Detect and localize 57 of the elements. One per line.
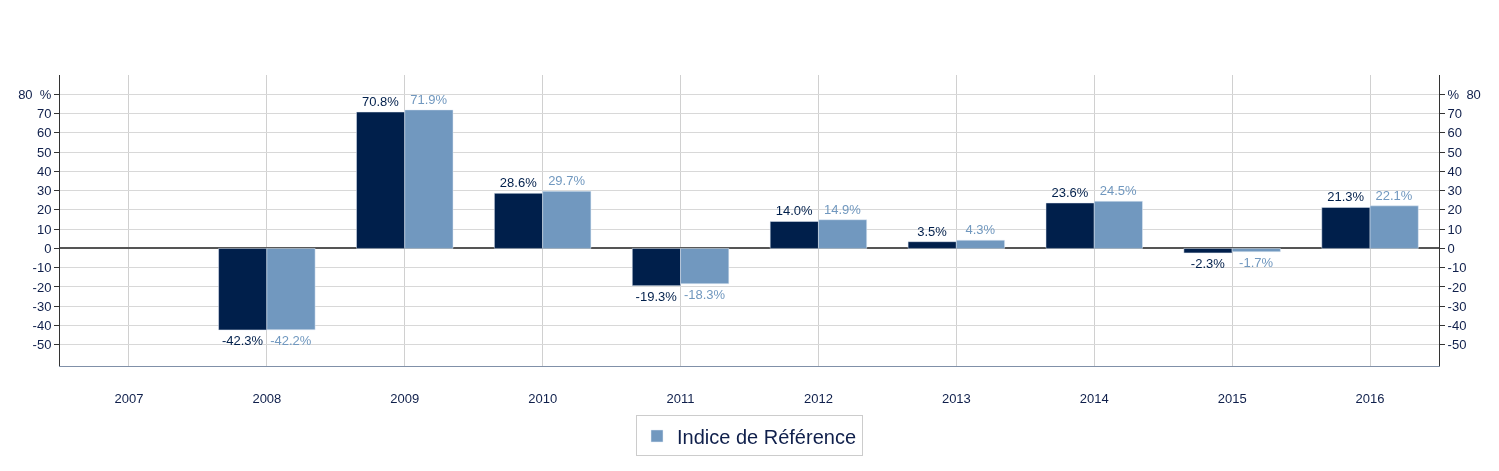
data-label: -18.3% <box>683 286 726 302</box>
data-label: -42.2% <box>270 332 312 348</box>
x-tick-label: 2016 <box>1355 390 1385 406</box>
y-tick-label: -10 <box>32 260 52 276</box>
data-label: 14.0% <box>775 203 813 219</box>
y2-tick-label: 10 <box>1447 221 1463 237</box>
data-label: -1.7% <box>1239 254 1274 270</box>
data-label: -42.3% <box>221 332 264 348</box>
y2-tick-label: 50 <box>1447 144 1463 160</box>
y2-tick-label: 60 <box>1447 125 1463 141</box>
y2-tick-label: 70 <box>1447 106 1463 122</box>
data-label: 71.9% <box>410 91 448 107</box>
data-label: 23.6% <box>1051 184 1089 200</box>
x-tick-label: 2009 <box>390 390 420 406</box>
data-label: 24.5% <box>1099 183 1138 199</box>
data-label: 29.7% <box>548 173 586 189</box>
y-tick-label: -30 <box>32 298 52 314</box>
x-tick-label: 2012 <box>803 390 833 406</box>
y2-tick-label: -30 <box>1447 298 1467 314</box>
y-tick-label: 50 <box>36 144 52 160</box>
data-label: 3.5% <box>917 223 948 239</box>
y2-tick-label: 40 <box>1447 163 1463 179</box>
y2-tick-label: 0 <box>1447 240 1455 256</box>
y-tick-label: 30 <box>36 183 52 199</box>
x-tick-label: 2014 <box>1079 390 1109 406</box>
y-tick-label: 70 <box>36 106 52 122</box>
data-label: 28.6% <box>499 175 538 191</box>
y-tick-label: 80 % <box>18 86 52 102</box>
y-tick-label: -20 <box>32 279 52 295</box>
y-tick-label: 20 <box>36 202 52 218</box>
data-label: 4.3% <box>965 222 996 238</box>
y-tick-label: -40 <box>32 318 52 334</box>
data-label: 21.3% <box>1327 189 1365 205</box>
data-label: 22.1% <box>1375 187 1413 203</box>
x-tick-label: 2010 <box>528 390 558 406</box>
y2-tick-label: 20 <box>1447 202 1463 218</box>
y2-tick-label: -10 <box>1447 260 1467 276</box>
y2-tick-label: -20 <box>1447 279 1467 295</box>
y-tick-label: 60 <box>36 125 52 141</box>
y2-tick-label: 30 <box>1447 183 1463 199</box>
x-tick-label: 2015 <box>1217 390 1247 406</box>
x-tick-label: 2011 <box>666 390 695 406</box>
data-label: -2.3% <box>1190 255 1226 271</box>
x-tick-label: 2007 <box>114 390 144 406</box>
y-tick-label: 40 <box>36 163 52 179</box>
y2-tick-label: % 80 <box>1447 86 1481 102</box>
data-label: 14.9% <box>823 201 862 217</box>
y-tick-label: 10 <box>36 221 52 237</box>
x-tick-label: 2013 <box>941 390 971 406</box>
data-label: 70.8% <box>361 94 400 109</box>
y-tick-label: 0 <box>44 240 52 256</box>
data-label: -19.3% <box>635 288 678 304</box>
y-tick-label: -50 <box>32 337 52 353</box>
x-tick-label: 2008 <box>252 390 282 406</box>
y2-tick-label: -40 <box>1447 318 1467 334</box>
y2-tick-label: -50 <box>1447 337 1467 353</box>
legend-label: Indice de Référence <box>677 425 857 448</box>
